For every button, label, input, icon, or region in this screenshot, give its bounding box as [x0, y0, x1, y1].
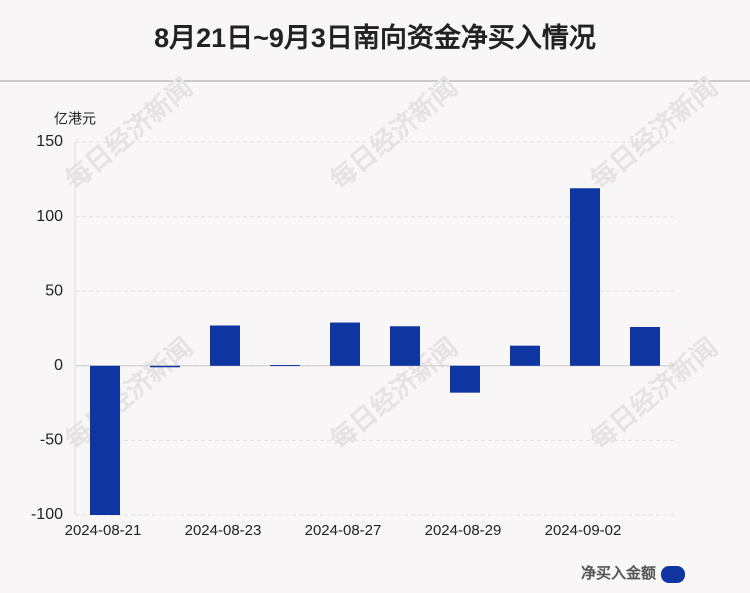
- bar: [90, 365, 120, 515]
- bar: [570, 188, 600, 366]
- y-tick-label: 100: [36, 208, 63, 225]
- y-unit: 亿港元: [54, 111, 96, 127]
- y-tick-label: 0: [54, 357, 63, 374]
- y-tick-label: -100: [31, 506, 63, 523]
- bar: [630, 327, 660, 366]
- y-tick-label: 50: [45, 282, 63, 299]
- x-tick-label: 2024-08-27: [305, 522, 382, 539]
- chart-title: 8月21日~9月3日南向资金净买入情况: [154, 22, 596, 53]
- legend-swatch: [661, 566, 685, 583]
- x-tick-label: 2024-08-21: [65, 522, 142, 539]
- bar: [390, 326, 420, 366]
- bar: [270, 365, 300, 367]
- y-tick-label: 150: [36, 133, 63, 150]
- x-tick-label: 2024-08-29: [425, 522, 502, 539]
- bar: [450, 365, 480, 393]
- legend-label: 净买入金额: [581, 564, 656, 582]
- bar: [210, 325, 240, 366]
- bar: [150, 365, 180, 368]
- y-tick-label: -50: [40, 432, 63, 449]
- plot: -100 -50 0 50 100 150 2024-08-21 2024-08-23 2024…: [31, 133, 685, 583]
- x-tick-label: 2024-08-23: [185, 522, 262, 539]
- bar: [330, 322, 360, 366]
- bar: [510, 345, 540, 366]
- x-tick-label: 2024-09-02: [545, 522, 622, 539]
